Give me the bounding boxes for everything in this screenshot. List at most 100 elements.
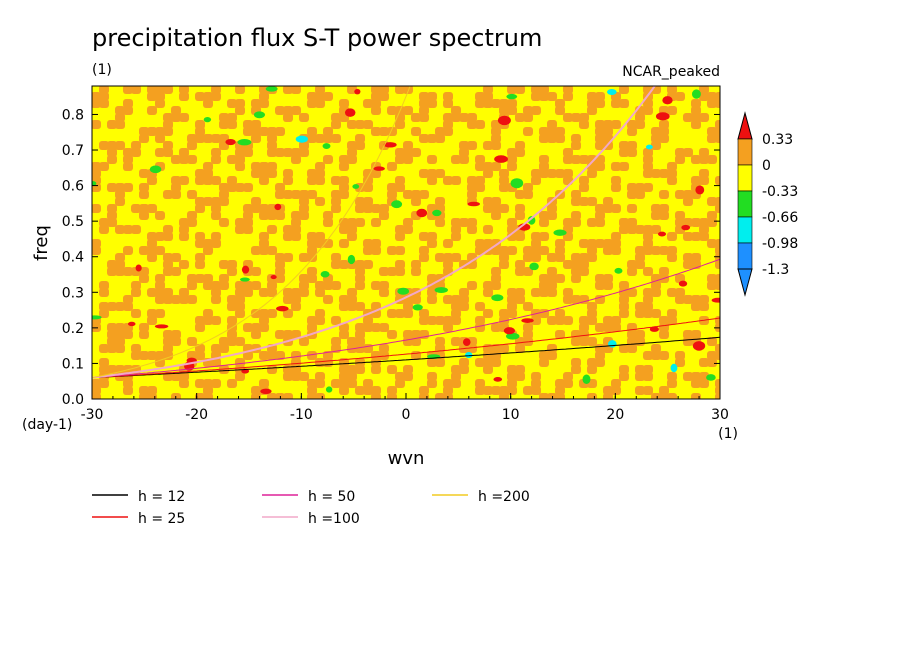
x-axis-label: wvn [388, 448, 425, 469]
heat-cell [707, 92, 717, 101]
heat-cell [563, 316, 573, 325]
heat-cell [483, 197, 493, 206]
heat-cell [483, 281, 493, 290]
heat-cell [523, 183, 533, 192]
heat-cell [595, 295, 605, 304]
heat-cell [331, 190, 341, 199]
heat-cell [491, 134, 501, 143]
heat-cell [491, 386, 501, 395]
heat-cell [691, 106, 701, 115]
heat-cell [307, 386, 317, 395]
heat-cell [403, 155, 413, 164]
heat-cell [227, 183, 237, 192]
heat-cell [355, 330, 365, 339]
heat-cell [675, 148, 685, 157]
heat-cell [651, 204, 661, 213]
heat-cell [571, 337, 581, 346]
heat-cell [179, 148, 189, 157]
heat-cell [691, 155, 701, 164]
heat-cell [243, 288, 253, 297]
heat-cell [595, 358, 605, 367]
y-tick-label: 0.2 [62, 321, 84, 337]
heat-cell [115, 260, 125, 269]
heat-cell [587, 246, 597, 255]
heat-cell [99, 344, 109, 353]
heat-cell [211, 92, 221, 101]
heat-cell [187, 134, 197, 143]
heat-cell [651, 141, 661, 150]
heat-cell [275, 351, 285, 360]
heat-cell [259, 351, 269, 360]
heat-cell [491, 211, 501, 220]
heat-blob [397, 287, 410, 295]
heat-cell [355, 323, 365, 332]
heat-cell [347, 141, 357, 150]
heat-cell [291, 86, 301, 94]
heat-cell [683, 218, 693, 227]
heat-cell [251, 162, 261, 171]
heat-cell [92, 204, 101, 213]
heat-cell [515, 204, 525, 213]
heat-cell [139, 351, 149, 360]
heat-cell [563, 155, 573, 164]
heat-cell [635, 337, 645, 346]
heat-cell [699, 302, 709, 311]
heat-cell [699, 148, 709, 157]
heat-cell [115, 190, 125, 199]
heat-cell [403, 372, 413, 381]
heat-cell [283, 393, 293, 399]
heat-cell [387, 190, 397, 199]
heat-cell [267, 288, 277, 297]
heat-cell [443, 127, 453, 136]
heat-blob [352, 184, 360, 189]
heat-cell [675, 211, 685, 220]
heat-cell [251, 197, 261, 206]
heat-cell [619, 148, 629, 157]
heat-cell [483, 162, 493, 171]
heat-cell [699, 358, 709, 367]
heat-cell [691, 113, 701, 122]
heat-cell [555, 379, 565, 388]
heat-cell [531, 169, 541, 178]
heat-cell [163, 288, 173, 297]
heat-cell [403, 365, 413, 374]
heat-cell [667, 176, 677, 185]
heat-cell [427, 134, 437, 143]
heat-cell [523, 127, 533, 136]
heat-cell [235, 148, 245, 157]
heat-cell [163, 148, 173, 157]
heat-cell [531, 176, 541, 185]
heat-cell [123, 302, 133, 311]
heat-cell [579, 316, 589, 325]
heat-cell [531, 239, 541, 248]
heat-cell [659, 127, 669, 136]
heat-cell [611, 162, 621, 171]
heat-cell [563, 92, 573, 101]
heat-cell [243, 323, 253, 332]
heat-cell [107, 365, 117, 374]
heat-cell [571, 197, 581, 206]
heat-cell [515, 372, 525, 381]
heat-cell [531, 316, 541, 325]
heat-cell [267, 281, 277, 290]
heat-cell [643, 302, 653, 311]
heat-cell [259, 239, 269, 248]
heat-cell [315, 393, 325, 399]
heat-cell [571, 218, 581, 227]
heat-cell [323, 127, 333, 136]
heat-blob [325, 386, 333, 393]
heat-cell [563, 379, 573, 388]
heat-cell [107, 211, 117, 220]
heat-cell [491, 274, 501, 283]
heat-cell [331, 134, 341, 143]
heat-cell [603, 281, 613, 290]
heat-cell [475, 316, 485, 325]
heat-cell [195, 204, 205, 213]
heat-cell [627, 267, 637, 276]
colorbar-segment [737, 190, 753, 218]
heat-blob [465, 351, 473, 359]
heat-cell [163, 190, 173, 199]
heat-cell [611, 386, 621, 395]
heat-blob [691, 89, 701, 99]
heat-cell [571, 358, 581, 367]
